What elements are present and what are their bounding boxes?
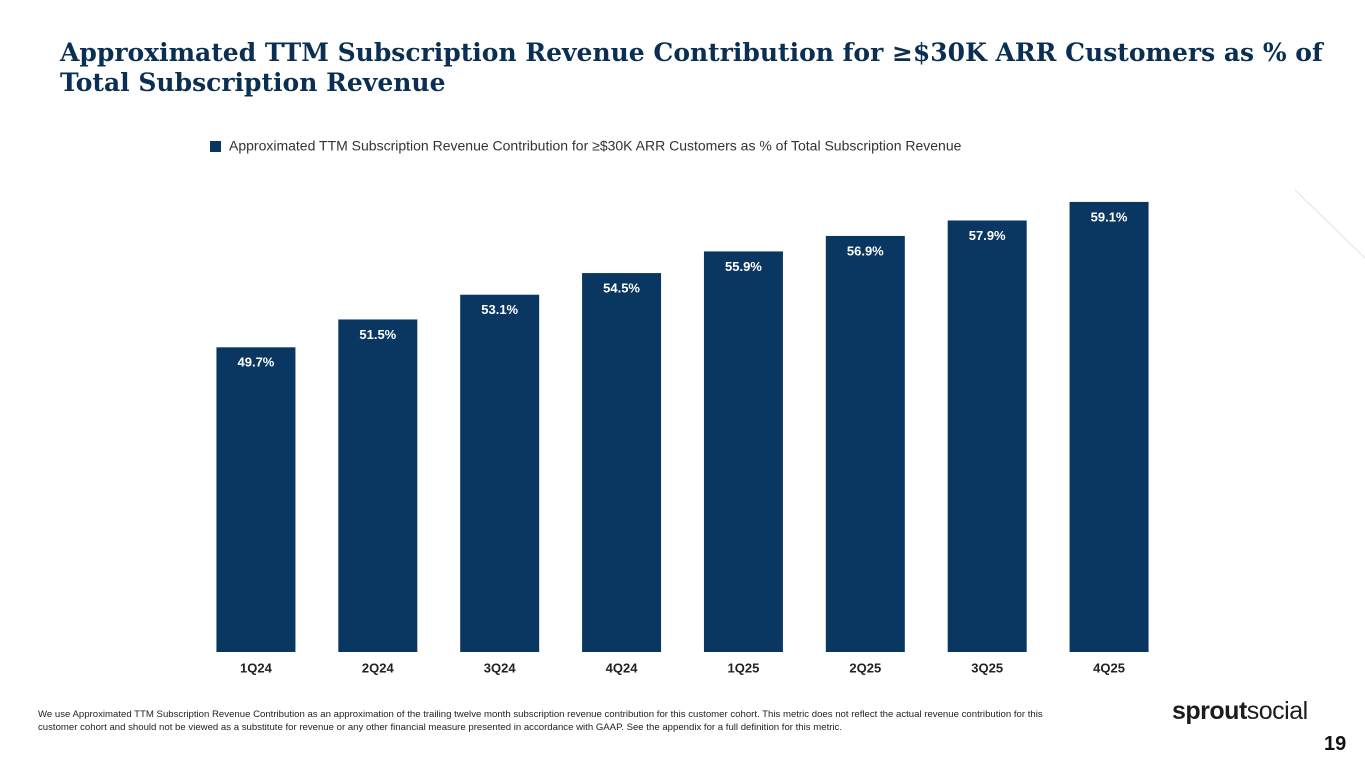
logo-bold: sprout — [1172, 697, 1247, 725]
bar — [460, 294, 540, 652]
bar — [1069, 201, 1149, 653]
value-label: 56.9% — [847, 243, 884, 258]
x-tick-label: 2Q24 — [362, 660, 395, 675]
page-number: 19 — [1324, 733, 1347, 755]
bar — [825, 235, 905, 653]
decoration — [1294, 189, 1365, 259]
value-label: 59.1% — [1091, 209, 1128, 224]
footnote: We use Approximated TTM Subscription Rev… — [38, 709, 1043, 733]
bar — [947, 220, 1027, 653]
value-label: 55.9% — [725, 259, 762, 274]
logo: sproutsocial — [1172, 697, 1308, 726]
value-label: 53.1% — [481, 302, 518, 317]
bar — [338, 319, 418, 652]
x-tick-label: 2Q25 — [849, 660, 881, 675]
logo-light: social — [1246, 697, 1308, 725]
chart: Approximated TTM Subscription Revenue Co… — [210, 138, 1365, 675]
x-tick-label: 4Q25 — [1093, 660, 1125, 675]
x-tick-label: 3Q25 — [971, 660, 1003, 675]
x-tick-label: 1Q24 — [240, 660, 273, 675]
value-label: 54.5% — [603, 281, 640, 296]
x-tick-label: 3Q24 — [484, 660, 517, 675]
x-tick-label: 4Q24 — [606, 660, 639, 675]
value-label: 57.9% — [969, 228, 1006, 243]
value-label: 51.5% — [359, 327, 396, 342]
value-label: 49.7% — [238, 355, 275, 370]
slide-title: Approximated TTM Subscription Revenue Co… — [60, 38, 1323, 97]
x-tick-label: 1Q25 — [728, 660, 760, 675]
bar — [703, 251, 783, 652]
legend-label: Approximated TTM Subscription Revenue Co… — [229, 138, 962, 154]
bar — [216, 347, 296, 652]
legend-swatch — [210, 141, 221, 152]
bar — [582, 273, 662, 652]
